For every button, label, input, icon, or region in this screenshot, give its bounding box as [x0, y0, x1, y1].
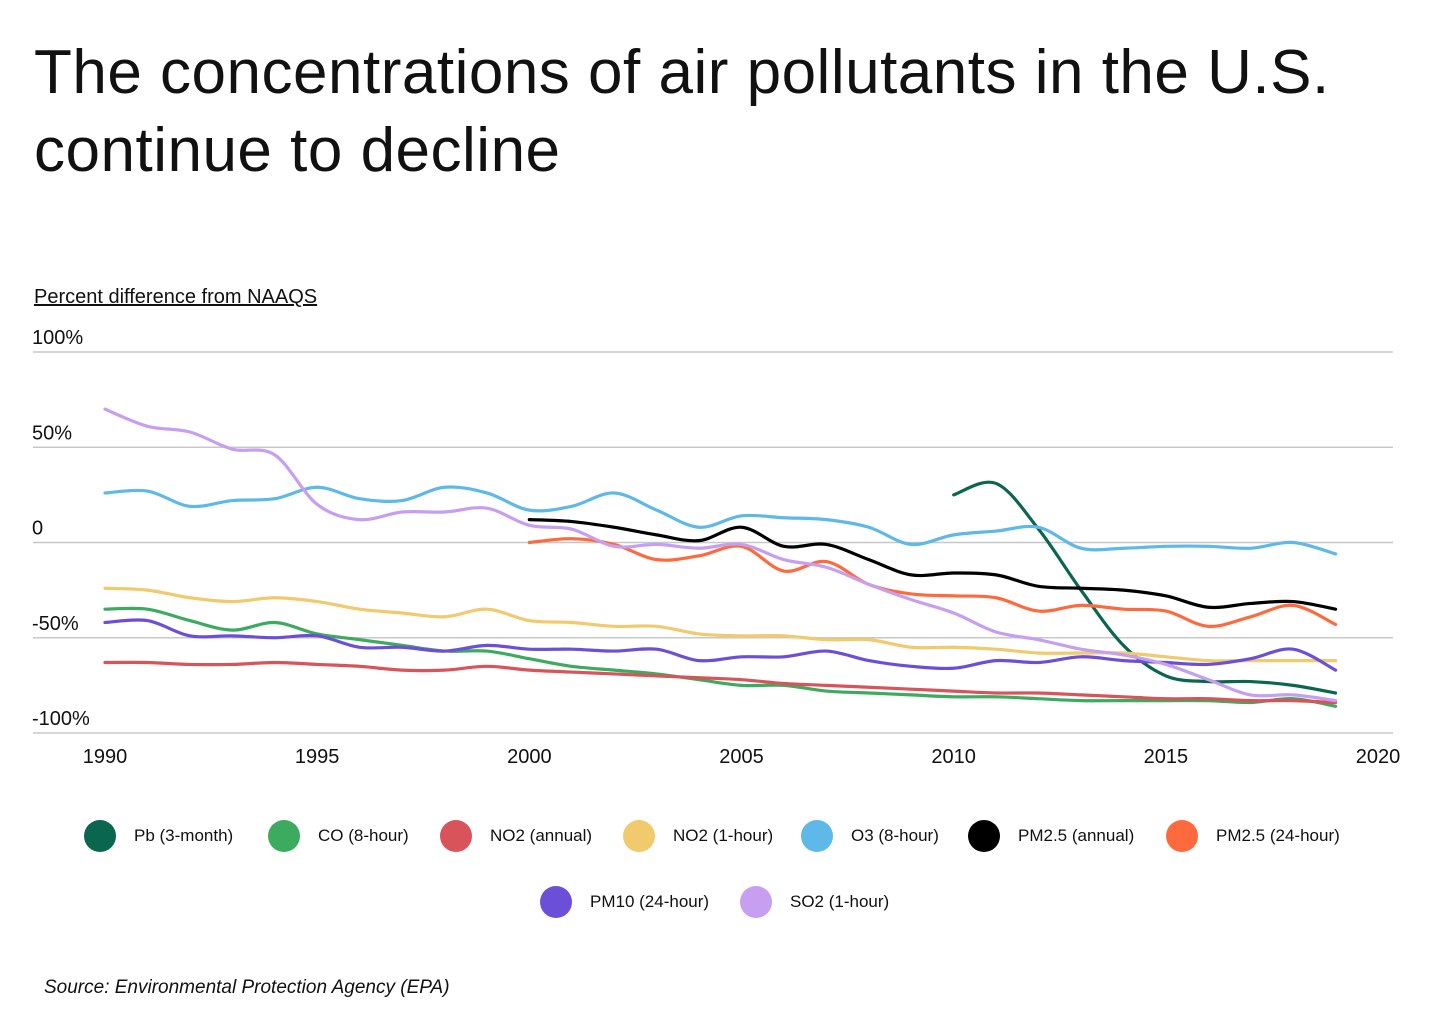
legend-swatch [740, 886, 772, 918]
legend-swatch [84, 820, 116, 852]
legend-swatch [801, 820, 833, 852]
legend-label: SO2 (1-hour) [790, 892, 890, 911]
series-line-pm2-5-annual [527, 518, 1338, 611]
legend-label: PM2.5 (annual) [1018, 826, 1135, 845]
x-tick-label: 2010 [931, 746, 976, 768]
legend-swatch [440, 820, 472, 852]
series-line-no2-1-hour [103, 586, 1338, 663]
y-tick-label: 0 [32, 518, 43, 540]
legend-item: NO2 (annual) [440, 820, 592, 852]
legend-item: NO2 (1-hour) [623, 820, 773, 852]
legend-item: CO (8-hour) [268, 820, 409, 852]
legend-swatch [623, 820, 655, 852]
series-line-o3-8-hour [103, 485, 1338, 556]
x-tick-label: 1995 [295, 746, 340, 768]
legend-item: PM10 (24-hour) [540, 886, 709, 918]
chart-title: The concentrations of air pollutants in … [34, 38, 1330, 185]
x-tick-label: 2020 [1356, 746, 1401, 768]
source-note: Source: Environmental Protection Agency … [44, 977, 450, 998]
y-tick-label: -100% [32, 708, 90, 730]
legend-label: CO (8-hour) [318, 826, 409, 845]
legend-item: SO2 (1-hour) [740, 886, 889, 918]
y-tick-label: -50% [32, 613, 79, 635]
legend-swatch [268, 820, 300, 852]
legend-item: PM2.5 (annual) [968, 820, 1134, 852]
x-tick-label: 2000 [507, 746, 552, 768]
legend-label: O3 (8-hour) [851, 826, 939, 845]
legend-label: NO2 (annual) [490, 826, 593, 845]
legend-item: PM2.5 (24-hour) [1166, 820, 1340, 852]
x-tick-label: 2005 [719, 746, 764, 768]
legend-swatch [1166, 820, 1198, 852]
legend-swatch [540, 886, 572, 918]
legend-label: Pb (3-month) [134, 826, 234, 845]
x-tick-label: 2015 [1144, 746, 1189, 768]
series-line-co-8-hour [103, 606, 1338, 708]
y-tick-label: 100% [32, 327, 83, 349]
y-tick-label: 50% [32, 422, 72, 444]
series-line-pm10-24-hour [103, 618, 1338, 672]
legend-swatch [968, 820, 1000, 852]
legend-label: PM2.5 (24-hour) [1216, 826, 1340, 845]
legend-label: NO2 (1-hour) [673, 826, 774, 845]
x-tick-label: 1990 [83, 746, 128, 768]
legend-item: Pb (3-month) [84, 820, 233, 852]
series-line-so2-1-hour [103, 407, 1338, 703]
legend-item: O3 (8-hour) [801, 820, 939, 852]
legend-label: PM10 (24-hour) [590, 892, 710, 911]
series-line-pm2-5-24-hour [527, 537, 1338, 628]
series-line-no2-annual [103, 660, 1338, 705]
y-axis-label: Percent difference from NAAQS [34, 286, 318, 308]
